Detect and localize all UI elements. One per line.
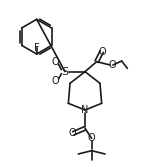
Text: O: O [108,60,116,70]
Text: O: O [68,128,76,138]
Text: S: S [61,67,68,77]
Text: O: O [99,47,107,57]
Text: O: O [52,76,59,86]
Text: O: O [52,57,59,67]
Text: F: F [34,43,39,53]
Text: N: N [81,105,89,115]
Text: O: O [88,133,96,143]
